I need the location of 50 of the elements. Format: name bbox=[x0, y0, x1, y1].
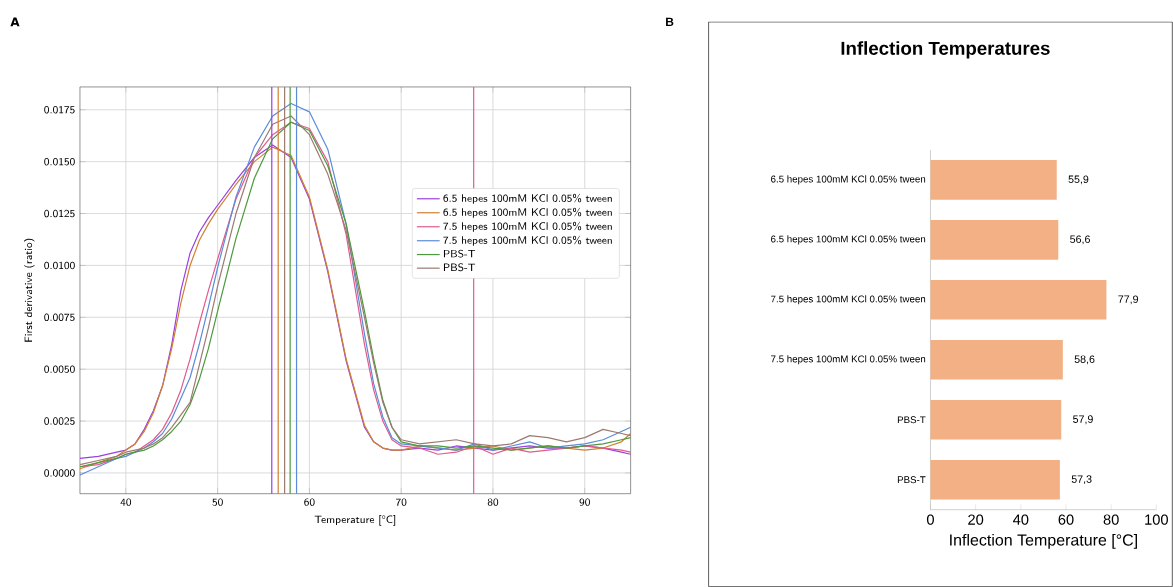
text: B bbox=[666, 17, 674, 26]
bar bbox=[930, 220, 1059, 260]
y-tick-label: 6.5 hepes 100mM KCl 0.05% tween bbox=[771, 235, 926, 245]
y-tick-label: 0.0125 bbox=[44, 209, 75, 218]
legend-label: PBS-T bbox=[443, 263, 476, 272]
x-tick-label: 40 bbox=[120, 498, 132, 506]
data-label: 57,9 bbox=[1073, 415, 1093, 425]
data-label: 55,9 bbox=[1068, 175, 1089, 185]
x-tick-label: 70 bbox=[395, 498, 407, 506]
x-tick-label: 90 bbox=[579, 498, 590, 506]
x-tick-label: 40 bbox=[1013, 514, 1029, 525]
bar bbox=[930, 160, 1057, 200]
data-label: 56,6 bbox=[1070, 235, 1090, 245]
y-tick-label: 0.0050 bbox=[44, 365, 75, 373]
text: A bbox=[10, 17, 20, 27]
x-axis-title: Inflection Temperature [°C] bbox=[950, 533, 1137, 549]
y-tick-label: 7.5 hepes 100mM KCl 0.05% tween bbox=[771, 295, 926, 305]
y-axis-title: First derivative (ratio) bbox=[24, 238, 35, 342]
bar bbox=[930, 459, 1060, 500]
x-tick-label: 20 bbox=[968, 514, 984, 525]
y-tick-label: PBS-T bbox=[897, 476, 926, 484]
data-label: 58,6 bbox=[1074, 355, 1095, 365]
y-tick-label: PBS-T bbox=[897, 416, 926, 424]
x-axis-title: Temperature [°C] bbox=[314, 515, 396, 526]
x-tick-label: 100 bbox=[1145, 514, 1168, 525]
bar bbox=[930, 399, 1062, 440]
data-label: 77,9 bbox=[1118, 295, 1139, 305]
x-tick-label: 80 bbox=[1103, 514, 1119, 525]
data-label: 57,3 bbox=[1071, 475, 1092, 485]
legend-label: 6.5 hepes 100mM KCl 0.05% tween bbox=[443, 207, 612, 218]
legend-label: PBS-T bbox=[443, 249, 476, 258]
x-tick-label: 0 bbox=[926, 514, 934, 525]
legend-label: 7.5 hepes 100mM KCl 0.05% tween bbox=[443, 235, 612, 246]
x-tick-label: 50 bbox=[212, 498, 223, 506]
y-tick-label: 0.0150 bbox=[44, 157, 75, 166]
bar bbox=[930, 280, 1107, 320]
y-tick-label: 0.0025 bbox=[44, 417, 75, 425]
x-tick-label: 80 bbox=[487, 498, 499, 506]
x-tick-label: 60 bbox=[1058, 514, 1074, 525]
y-tick-label: 0.0100 bbox=[44, 261, 75, 270]
y-tick-label: 0.0175 bbox=[44, 106, 75, 114]
y-tick-label: 7.5 hepes 100mM KCl 0.05% tween bbox=[771, 355, 926, 365]
y-tick-label: 0.0000 bbox=[44, 469, 75, 477]
y-tick-label: 0.0075 bbox=[44, 313, 75, 322]
legend-label: 7.5 hepes 100mM KCl 0.05% tween bbox=[443, 221, 612, 232]
bar bbox=[930, 339, 1063, 380]
y-tick-label: 6.5 hepes 100mM KCl 0.05% tween bbox=[771, 175, 926, 185]
x-tick-label: 60 bbox=[304, 498, 315, 506]
chart-title: Inflection Temperatures bbox=[841, 41, 1050, 59]
legend-label: 6.5 hepes 100mM KCl 0.05% tween bbox=[443, 193, 612, 204]
